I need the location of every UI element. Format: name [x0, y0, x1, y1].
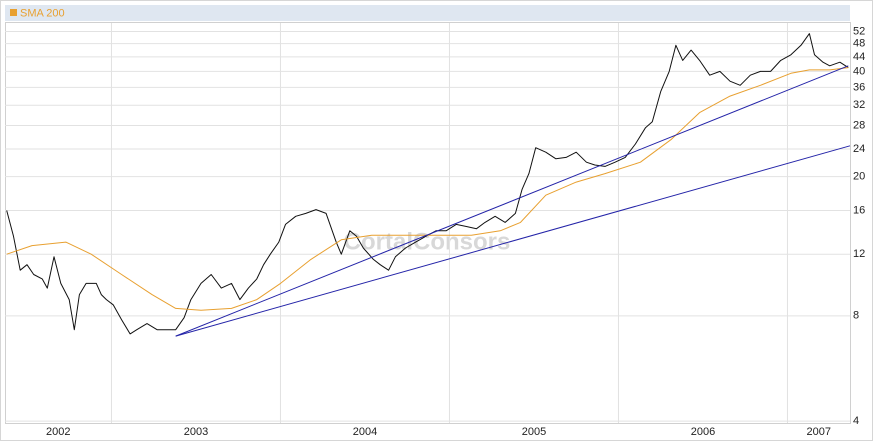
legend-bar: [5, 5, 850, 21]
series-line: [175, 65, 849, 337]
legend-swatch: [10, 9, 17, 16]
y-tick-label: 16: [853, 204, 865, 216]
plot-area: [5, 22, 851, 424]
y-tick-label: 52: [853, 25, 865, 37]
series-line: [6, 67, 849, 311]
x-tick-label: 2003: [184, 426, 208, 438]
x-tick-label: 2005: [522, 426, 546, 438]
y-tick-label: 48: [853, 38, 865, 50]
legend-label: SMA 200: [20, 7, 65, 19]
series-line: [175, 145, 851, 337]
y-tick-label: 12: [853, 248, 865, 260]
watermark: CortalConsors: [344, 228, 511, 255]
y-tick-label: 20: [853, 171, 865, 183]
y-tick-label: 40: [853, 65, 865, 77]
y-tick-label: 28: [853, 119, 865, 131]
x-tick-label: 2007: [806, 426, 830, 438]
y-tick-label: 4: [853, 415, 859, 427]
y-tick-label: 36: [853, 81, 865, 93]
y-tick-label: 32: [853, 99, 865, 111]
y-tick-label: 8: [853, 310, 859, 322]
x-tick-label: 2006: [691, 426, 715, 438]
series-line: [6, 33, 849, 335]
x-tick-label: 2002: [46, 426, 70, 438]
y-tick-label: 24: [853, 143, 865, 155]
y-tick-label: 44: [853, 51, 865, 63]
x-tick-label: 2004: [353, 426, 377, 438]
